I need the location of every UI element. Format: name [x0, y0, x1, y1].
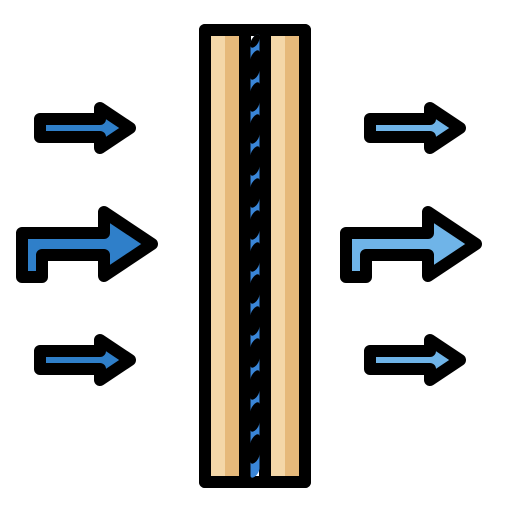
membrane-band-right	[265, 30, 305, 482]
arrow-right-small-1	[370, 340, 460, 380]
arrow-left-big-0	[22, 212, 152, 277]
membrane-flow-diagram	[0, 0, 512, 512]
membrane-band-left	[205, 30, 245, 482]
arrow-left-small-0	[40, 108, 130, 148]
arrow-right-big-0	[346, 212, 476, 277]
arrow-right-small-0	[370, 108, 460, 148]
arrow-left-small-1	[40, 340, 130, 380]
